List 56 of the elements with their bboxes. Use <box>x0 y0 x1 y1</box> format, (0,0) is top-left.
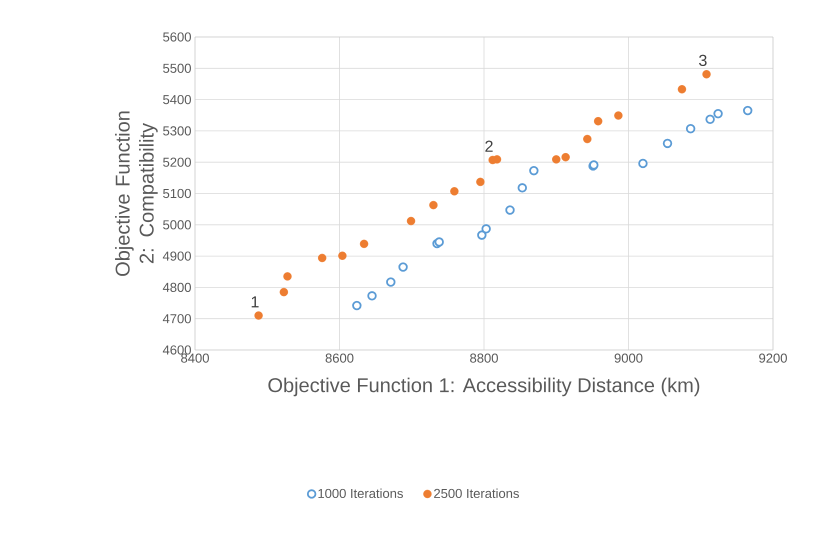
point <box>398 262 408 272</box>
point <box>662 138 672 148</box>
legend-label: 2500 Iterations <box>434 488 519 498</box>
point <box>713 108 723 118</box>
x-tick-label: 8800 <box>470 354 498 363</box>
y-tick-label: 5200 <box>163 158 191 167</box>
legend-label: 1000 Iterations <box>318 488 403 498</box>
x-tick-label: 8600 <box>326 354 354 363</box>
point <box>318 254 326 262</box>
point <box>686 124 696 134</box>
annotation: 2 <box>485 140 493 152</box>
point <box>505 205 515 215</box>
point <box>386 277 396 287</box>
annotation: 3 <box>699 54 707 66</box>
point <box>360 240 368 248</box>
point <box>476 178 485 186</box>
point <box>529 166 539 176</box>
point <box>561 152 570 162</box>
point <box>638 158 648 168</box>
point <box>406 216 416 226</box>
y-tick-label: 5000 <box>163 220 191 230</box>
point <box>280 288 288 296</box>
point <box>352 300 362 310</box>
point <box>583 134 592 144</box>
y-tick-label: 5400 <box>163 94 191 104</box>
annotation: 1 <box>252 296 259 308</box>
x-tick-label: 8400 <box>181 354 209 363</box>
y-tick-label: 5500 <box>163 64 191 73</box>
y-axis-title: Objective Function 2: Compatibility <box>115 111 158 276</box>
point <box>338 252 347 260</box>
point <box>481 224 491 234</box>
point <box>552 155 560 164</box>
point <box>477 230 487 240</box>
y-tick-label: 5100 <box>163 188 191 198</box>
x-axis-title: Objective Function 1: Accessibility Distance (km) <box>268 378 700 396</box>
y-tick-label: 5300 <box>163 126 191 136</box>
y-tick-label: 4600 <box>162 345 191 355</box>
point <box>283 272 292 281</box>
point <box>254 311 263 320</box>
point <box>434 237 444 247</box>
point <box>594 116 602 126</box>
point <box>678 85 686 94</box>
point <box>429 200 438 210</box>
point <box>743 106 752 116</box>
point <box>702 70 711 78</box>
point <box>450 187 459 196</box>
y-tick-label: 5600 <box>163 32 191 42</box>
x-tick-label: 9000 <box>614 354 642 363</box>
x-tick-label: 9200 <box>759 354 787 363</box>
point <box>367 291 377 301</box>
point <box>614 111 623 120</box>
y-tick-label: 4900 <box>162 251 191 261</box>
y-tick-label: 4800 <box>162 282 191 292</box>
y-tick-label: 4700 <box>162 314 191 324</box>
point <box>705 114 715 124</box>
point <box>518 183 527 193</box>
